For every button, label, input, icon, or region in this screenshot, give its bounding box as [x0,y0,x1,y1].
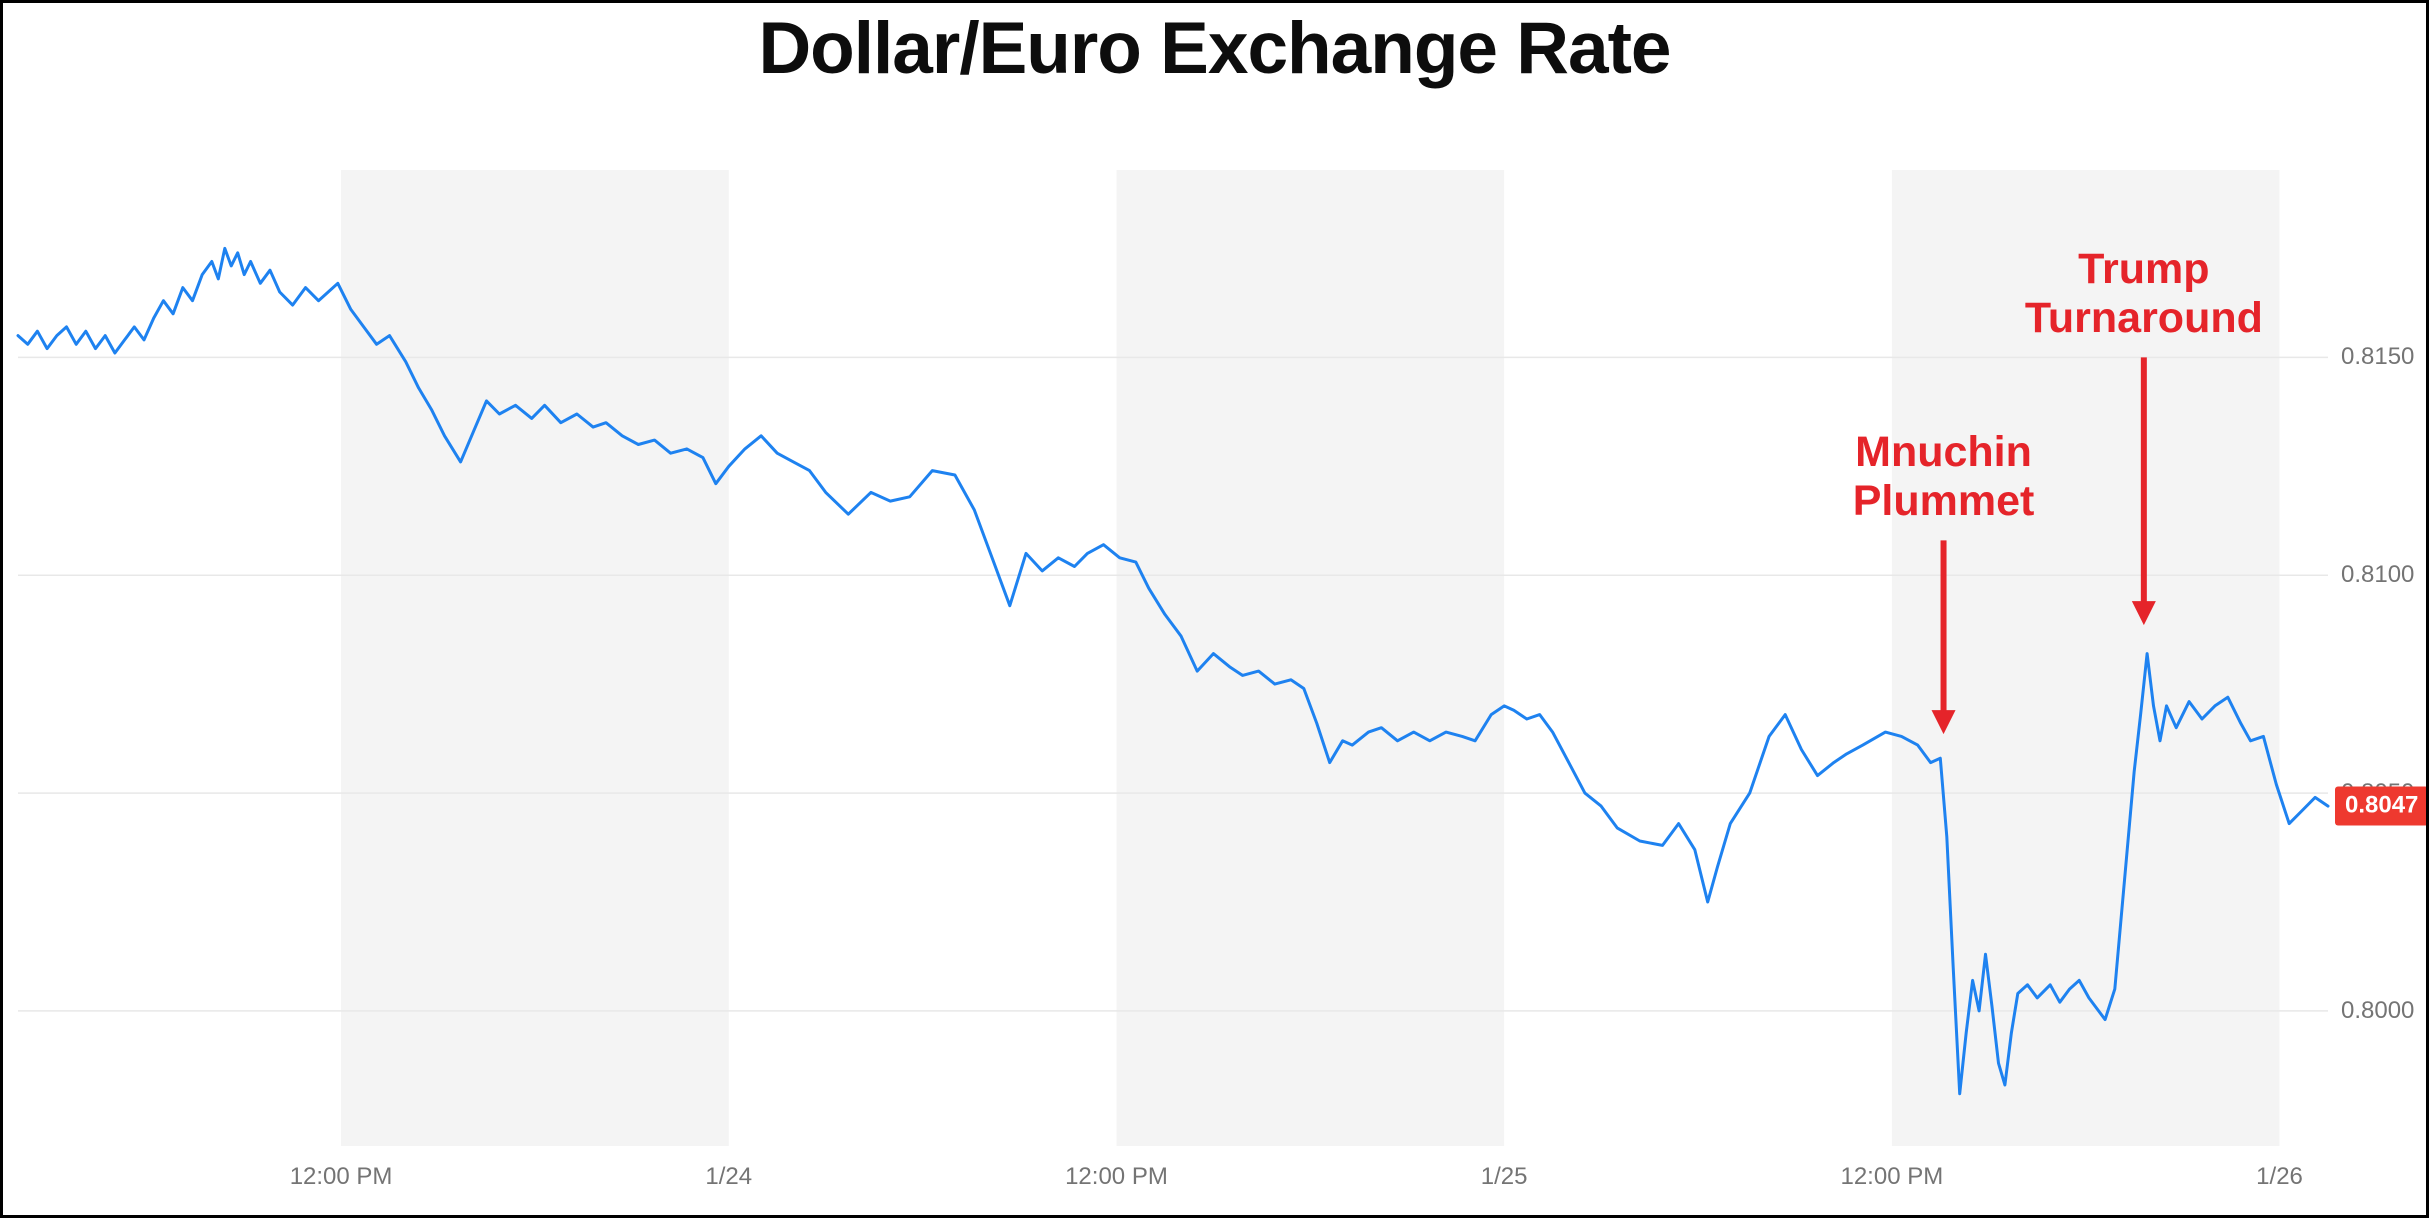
x-tick-label: 1/25 [1480,1163,1528,1190]
annotation-arrow-head [2131,601,2156,626]
shaded-band [1891,170,2280,1146]
price-badge: 0.8047 [2335,786,2426,826]
price-line [16,246,2330,1096]
x-tick-label: 12:00 PM [1065,1163,1168,1190]
annotation-trump-turnaround: Trump Turnaround [2025,245,2263,343]
x-tick-label: 12:00 PM [1840,1163,1944,1190]
shaded-band [341,170,729,1146]
chart-title: Dollar/Euro Exchange Rate [758,8,1671,89]
y-tick-label: 0.8100 [2341,561,2415,589]
annotation-arrow-head [1931,710,1956,735]
y-tick-label: 0.8000 [2341,996,2415,1024]
annotation-mnuchin-plummet: Mnuchin Plummet [1853,428,2035,526]
annotation-text-line: Turnaround [2024,294,2263,343]
shaded-band [1116,170,1505,1146]
price-line-path [16,246,2330,1096]
x-tick-label: 1/26 [2256,1163,2303,1190]
y-tick-label: 0.8150 [2341,343,2415,371]
chart-canvas [16,170,2330,1146]
annotation-arrows [1931,357,2156,735]
annotation-text-line: Mnuchin [1855,428,2032,477]
x-tick-label: 12:00 PM [289,1163,393,1190]
annotation-text-line: Trump [2078,245,2210,294]
annotation-text-line: Plummet [1852,477,2035,526]
x-tick-label: 1/24 [705,1163,753,1190]
shaded-bands [341,170,2280,1146]
